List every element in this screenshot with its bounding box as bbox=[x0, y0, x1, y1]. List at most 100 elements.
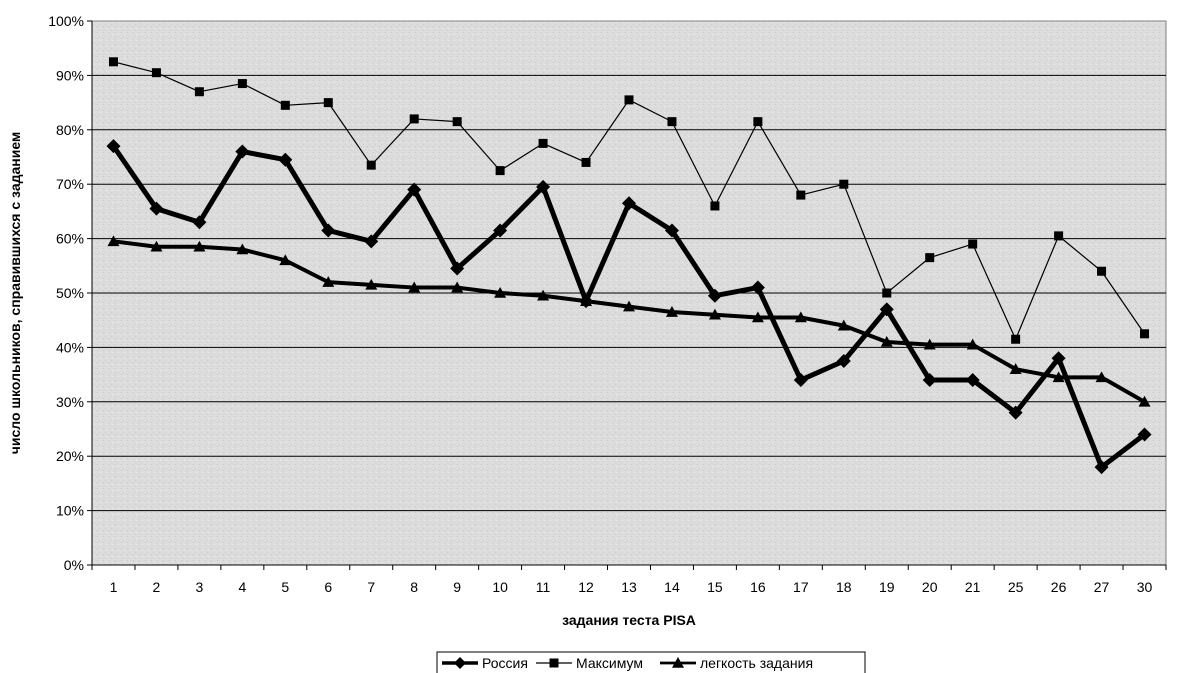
legend-label: Максимум bbox=[576, 655, 643, 671]
data-point-square bbox=[409, 114, 419, 124]
data-point-triangle bbox=[494, 287, 507, 298]
data-point-square bbox=[194, 87, 204, 97]
data-point-diamond bbox=[1008, 405, 1023, 420]
legend-item: Россия bbox=[442, 655, 528, 671]
x-tick-label: 14 bbox=[664, 579, 680, 595]
y-tick-label: 30% bbox=[56, 394, 84, 410]
data-point-triangle bbox=[751, 311, 764, 323]
legend-marker-diamond bbox=[454, 657, 466, 669]
x-tick-label: 16 bbox=[750, 579, 766, 595]
data-point-square bbox=[151, 68, 161, 78]
data-point-square bbox=[237, 79, 247, 89]
data-point-square bbox=[280, 100, 290, 110]
y-tick-label: 100% bbox=[48, 13, 84, 29]
data-point-diamond bbox=[278, 152, 293, 167]
x-tick-label: 17 bbox=[793, 579, 809, 595]
y-tick-label: 10% bbox=[56, 503, 84, 519]
data-point-square bbox=[495, 166, 505, 176]
data-point-square bbox=[581, 157, 591, 167]
data-point-triangle bbox=[794, 311, 807, 323]
data-point-square bbox=[796, 190, 806, 200]
data-point-square bbox=[538, 138, 548, 148]
data-point-square bbox=[882, 288, 892, 298]
series-layer bbox=[106, 57, 1152, 475]
legend: Россия Максимум легкость задания bbox=[436, 651, 866, 673]
data-point-triangle bbox=[623, 300, 635, 312]
data-point-diamond bbox=[192, 215, 207, 230]
y-tick-label: 60% bbox=[56, 231, 84, 247]
x-tick-label: 6 bbox=[324, 579, 332, 595]
data-point-square bbox=[624, 95, 634, 105]
gridlines bbox=[92, 74, 1166, 512]
data-point-square bbox=[108, 57, 118, 67]
data-point-diamond bbox=[836, 354, 851, 368]
x-tick-label: 18 bbox=[836, 579, 852, 595]
data-point-square bbox=[452, 117, 462, 127]
y-tick-label: 50% bbox=[56, 285, 84, 301]
x-tick-label: 8 bbox=[410, 579, 418, 595]
x-tick-label: 5 bbox=[281, 579, 289, 595]
x-tick-label: 9 bbox=[453, 579, 461, 595]
data-point-square bbox=[366, 160, 376, 170]
legend-item: Максимум bbox=[536, 655, 643, 671]
x-tick-label: 10 bbox=[492, 579, 508, 595]
data-point-square bbox=[968, 239, 978, 249]
series-square bbox=[108, 57, 1150, 344]
x-tick-label: 4 bbox=[238, 579, 246, 595]
x-axis-ticks: 1 2 3 4 5 6 7 8 9 10 11 12 13 14 15 16 17 18 19 20 21 25 26 27 3… bbox=[91, 564, 1167, 595]
data-point-square bbox=[710, 201, 720, 211]
data-point-diamond bbox=[922, 373, 937, 388]
x-tick-label: 30 bbox=[1137, 579, 1153, 595]
data-point-triangle bbox=[107, 235, 120, 247]
x-tick-label: 12 bbox=[578, 579, 594, 595]
x-tick-label: 13 bbox=[621, 579, 637, 595]
series-diamond bbox=[106, 139, 1152, 475]
data-point-triangle bbox=[279, 254, 292, 266]
legend-item: легкость задания bbox=[660, 655, 813, 671]
data-point-diamond bbox=[793, 373, 808, 388]
legend-marker-square bbox=[549, 658, 559, 668]
data-point-triangle bbox=[665, 306, 678, 317]
legend-box bbox=[436, 651, 866, 673]
data-point-square bbox=[1011, 334, 1021, 344]
legend-label: Россия bbox=[482, 655, 528, 671]
data-point-square bbox=[667, 117, 677, 127]
data-point-triangle bbox=[408, 281, 421, 293]
x-tick-label: 26 bbox=[1051, 579, 1067, 595]
data-point-diamond bbox=[1137, 427, 1152, 442]
y-tick-label: 40% bbox=[56, 339, 84, 355]
data-point-triangle bbox=[1138, 395, 1151, 407]
data-point-triangle bbox=[150, 240, 163, 252]
x-tick-label: 19 bbox=[879, 579, 895, 595]
data-point-diamond bbox=[750, 280, 765, 295]
data-point-diamond bbox=[1094, 460, 1109, 475]
data-point-diamond bbox=[1051, 351, 1066, 366]
data-point-triangle bbox=[1052, 371, 1065, 383]
data-point-square bbox=[839, 179, 849, 189]
data-point-diamond bbox=[707, 288, 722, 303]
data-point-triangle bbox=[193, 240, 206, 252]
legend-marker-triangle bbox=[672, 657, 684, 668]
x-tick-label: 11 bbox=[536, 579, 551, 595]
data-point-diamond bbox=[622, 196, 636, 211]
data-point-diamond bbox=[149, 201, 164, 216]
data-point-triangle bbox=[966, 338, 979, 350]
data-point-diamond bbox=[235, 144, 250, 159]
data-point-triangle bbox=[451, 281, 464, 293]
data-point-triangle bbox=[837, 319, 850, 331]
data-point-triangle bbox=[708, 308, 721, 320]
x-tick-label: 21 bbox=[965, 579, 981, 595]
y-axis-title: число школьников, справившихся с задание… bbox=[7, 132, 23, 455]
data-point-diamond bbox=[536, 179, 551, 194]
data-point-square bbox=[1054, 231, 1064, 241]
x-tick-label: 7 bbox=[367, 579, 375, 595]
data-point-square bbox=[1097, 266, 1107, 276]
data-point-diamond bbox=[407, 182, 422, 197]
data-point-triangle bbox=[322, 276, 335, 287]
legend-items: Россия Максимум легкость задания bbox=[442, 655, 813, 671]
data-point-square bbox=[925, 253, 935, 263]
y-tick-label: 20% bbox=[56, 448, 84, 464]
data-point-triangle bbox=[236, 243, 249, 255]
x-tick-label: 1 bbox=[110, 579, 118, 595]
